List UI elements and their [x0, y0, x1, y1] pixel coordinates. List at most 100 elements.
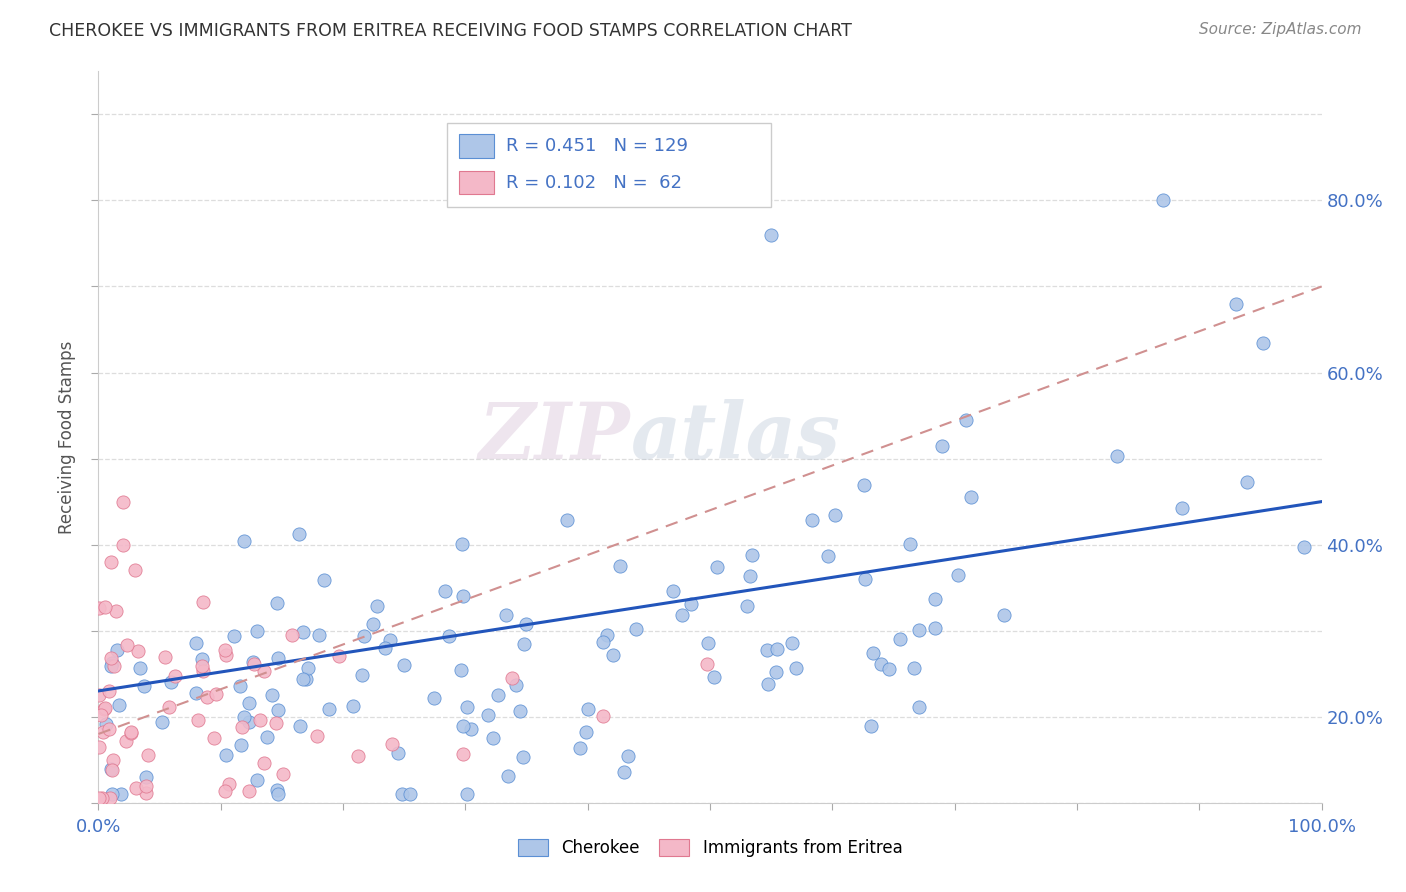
Point — [308, 628, 330, 642]
Point — [115, 734, 138, 748]
Point — [853, 478, 876, 492]
Point — [150, 714, 173, 729]
Point — [96, 716, 118, 731]
Point — [602, 648, 624, 663]
Point — [853, 572, 876, 586]
Point — [233, 534, 256, 549]
Point — [202, 731, 225, 745]
Point — [135, 779, 157, 793]
Point — [697, 635, 720, 649]
Point — [266, 703, 288, 717]
Point — [824, 508, 846, 522]
Point — [264, 716, 287, 731]
Point — [423, 690, 446, 705]
Point — [111, 538, 134, 552]
Point — [135, 786, 157, 800]
Point — [555, 513, 578, 527]
Point — [706, 559, 728, 574]
Point — [576, 702, 599, 716]
Text: ZIP: ZIP — [479, 399, 630, 475]
Point — [281, 628, 304, 642]
Point — [328, 649, 350, 664]
Point — [87, 601, 110, 615]
Point — [907, 623, 929, 637]
Point — [761, 227, 783, 242]
Point — [501, 671, 523, 685]
Point — [347, 748, 370, 763]
Point — [135, 770, 157, 784]
Point — [993, 607, 1015, 622]
Point — [111, 494, 134, 508]
Legend: Cherokee, Immigrants from Eritrea: Cherokee, Immigrants from Eritrea — [510, 832, 910, 864]
Point — [756, 677, 779, 691]
Point — [924, 621, 946, 635]
Point — [1152, 194, 1174, 208]
Point — [387, 746, 409, 760]
Point — [91, 791, 114, 805]
Point — [512, 750, 534, 764]
Point — [93, 702, 115, 716]
Point — [505, 678, 527, 692]
Point — [215, 747, 238, 762]
Point — [105, 643, 128, 657]
Point — [696, 657, 718, 671]
Point — [190, 659, 212, 673]
Point — [482, 731, 505, 745]
Point — [342, 699, 364, 714]
Point — [101, 787, 124, 801]
FancyBboxPatch shape — [447, 122, 772, 207]
Point — [498, 769, 520, 783]
Point — [155, 649, 177, 664]
Point — [242, 657, 264, 671]
Point — [451, 747, 474, 762]
Point — [312, 573, 335, 587]
Point — [129, 661, 152, 675]
Point — [1251, 335, 1274, 350]
Point — [229, 738, 252, 752]
Point — [94, 600, 117, 615]
Point — [903, 661, 925, 675]
Point — [103, 659, 125, 673]
Point — [91, 725, 114, 739]
Point — [218, 777, 240, 791]
Point — [366, 599, 388, 613]
Point — [100, 762, 122, 776]
Point — [869, 657, 891, 671]
Point — [214, 784, 236, 798]
Point — [120, 724, 142, 739]
Point — [862, 646, 884, 660]
Point — [125, 780, 148, 795]
Point — [266, 596, 288, 610]
Point — [679, 597, 702, 611]
Point — [238, 783, 260, 797]
Point — [246, 624, 269, 638]
Point — [127, 644, 149, 658]
Point — [271, 766, 294, 780]
Point — [267, 651, 290, 665]
Point — [460, 722, 482, 736]
Point — [931, 439, 953, 453]
Point — [242, 655, 264, 669]
Point — [879, 662, 901, 676]
Text: R = 0.451   N = 129: R = 0.451 N = 129 — [506, 137, 688, 155]
Point — [434, 584, 457, 599]
Point — [305, 729, 328, 743]
Point — [613, 765, 636, 780]
FancyBboxPatch shape — [460, 171, 494, 194]
Point — [1294, 541, 1316, 555]
Point — [87, 740, 110, 755]
Point — [100, 555, 122, 569]
Point — [297, 661, 319, 675]
Point — [955, 413, 977, 427]
Point — [451, 719, 474, 733]
Y-axis label: Receiving Food Stamps: Receiving Food Stamps — [58, 341, 76, 533]
Point — [924, 592, 946, 607]
Point — [889, 632, 911, 647]
Point — [456, 700, 478, 714]
Text: CHEROKEE VS IMMIGRANTS FROM ERITREA RECEIVING FOOD STAMPS CORRELATION CHART: CHEROKEE VS IMMIGRANTS FROM ERITREA RECE… — [49, 22, 852, 40]
Point — [1236, 475, 1258, 489]
Point — [246, 772, 269, 787]
Point — [765, 665, 787, 679]
Point — [735, 599, 758, 613]
Point — [451, 537, 474, 551]
